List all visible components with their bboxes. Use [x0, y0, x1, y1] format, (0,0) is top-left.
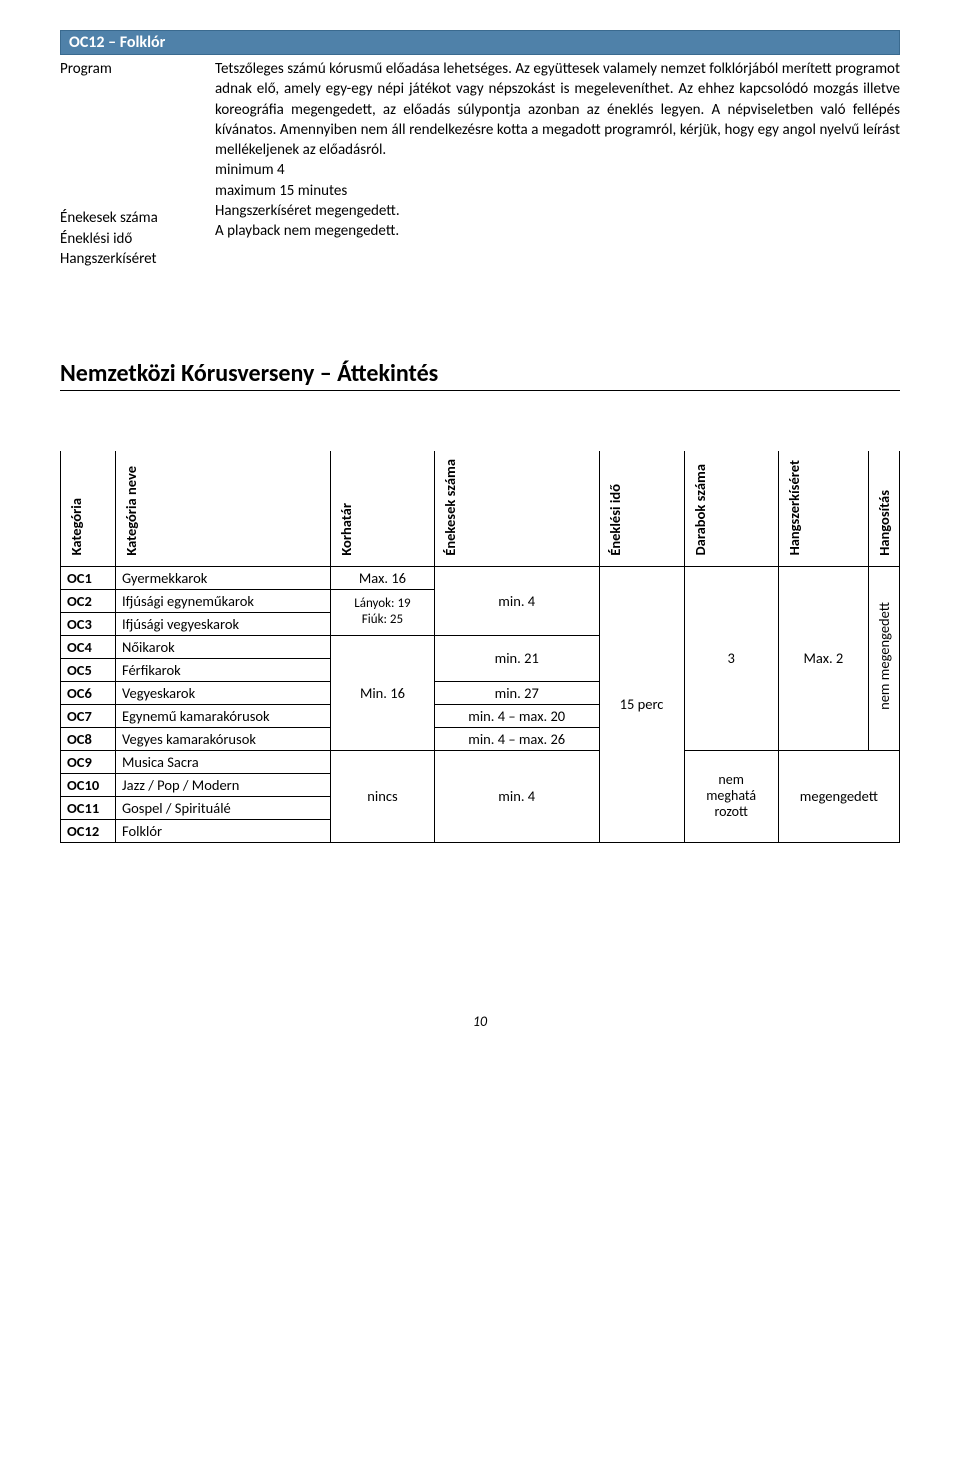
cell-name: Nőikarok: [116, 635, 331, 658]
cell-name: Gyermekkarok: [116, 566, 331, 589]
cell-name: Ifjúsági vegyeskarok: [116, 612, 331, 635]
cell-amp-not: nem megengedett: [869, 566, 900, 750]
cell-name: Jazz / Pop / Modern: [116, 773, 331, 796]
col-eneklesi: Éneklési idő: [599, 451, 684, 566]
cell-name: Musica Sacra: [116, 750, 331, 773]
page-number: 10: [60, 1013, 900, 1030]
cell-pieces-undef: nemmeghatározott: [684, 750, 778, 842]
cell-age: Lányok: 19Fiúk: 25: [331, 589, 435, 635]
col-hangositas: Hangosítás: [869, 451, 900, 566]
cell-code: OC7: [61, 704, 116, 727]
cell-singers: min. 4: [434, 750, 599, 842]
cell-code: OC10: [61, 773, 116, 796]
label-accomp: Hangszerkíséret: [60, 249, 215, 269]
cell-name: Vegyes kamarakórusok: [116, 727, 331, 750]
cell-code: OC5: [61, 658, 116, 681]
cell-code: OC4: [61, 635, 116, 658]
cell-code: OC8: [61, 727, 116, 750]
cell-name: Vegyeskarok: [116, 681, 331, 704]
definition-block: Program Énekesek száma Éneklési idő Hang…: [60, 59, 900, 269]
cell-singers: min. 4 – max. 26: [434, 727, 599, 750]
cell-accomp: Max. 2: [778, 566, 868, 750]
col-darabok: Darabok száma: [684, 451, 778, 566]
cell-code: OC12: [61, 819, 116, 842]
table-row: OC1 Gyermekkarok Max. 16 min. 4 15 perc …: [61, 566, 900, 589]
table-header-row: Kategória Kategória neve Korhatár Énekes…: [61, 451, 900, 566]
overview-title: Nemzetközi Kórusverseny – Áttekintés: [60, 359, 900, 388]
label-program: Program: [60, 59, 215, 79]
col-hangszer: Hangszerkíséret: [778, 451, 868, 566]
overview-rule: [60, 390, 900, 391]
definition-labels: Program Énekesek száma Éneklési idő Hang…: [60, 59, 215, 269]
cell-time: 15 perc: [599, 566, 684, 842]
cell-singers: min. 4: [434, 566, 599, 635]
cell-code: OC9: [61, 750, 116, 773]
cell-singers: min. 27: [434, 681, 599, 704]
cell-name: Egynemű kamarakórusok: [116, 704, 331, 727]
cell-code: OC6: [61, 681, 116, 704]
cell-age: nincs: [331, 750, 435, 842]
overview-table: Kategória Kategória neve Korhatár Énekes…: [60, 451, 900, 843]
cell-code: OC2: [61, 589, 116, 612]
accomp-line1: Hangszerkíséret megengedett.: [215, 201, 900, 221]
col-kategoria: Kategória: [61, 451, 116, 566]
section-header: OC12 – Folklór: [60, 30, 900, 55]
cell-pieces: 3: [684, 566, 778, 750]
cell-code: OC11: [61, 796, 116, 819]
cell-age: Max. 16: [331, 566, 435, 589]
definition-values: Tetszőleges számú kórusmű előadása lehet…: [215, 59, 900, 269]
accomp-line2: A playback nem megengedett.: [215, 221, 900, 241]
cell-name: Folklór: [116, 819, 331, 842]
singers-value: minimum 4: [215, 160, 900, 180]
cell-amp-yes: megengedett: [778, 750, 899, 842]
col-korhatar: Korhatár: [331, 451, 435, 566]
cell-singers: min. 21: [434, 635, 599, 681]
time-value: maximum 15 minutes: [215, 181, 900, 201]
label-time: Éneklési idő: [60, 229, 215, 249]
cell-age: Min. 16: [331, 635, 435, 750]
table-row: OC9 Musica Sacra nincs min. 4 nemmeghatá…: [61, 750, 900, 773]
cell-name: Ifjúsági egyneműkarok: [116, 589, 331, 612]
cell-singers: min. 4 – max. 20: [434, 704, 599, 727]
cell-code: OC3: [61, 612, 116, 635]
col-kategoria-neve: Kategória neve: [116, 451, 331, 566]
label-singers: Énekesek száma: [60, 208, 215, 228]
col-enekesek: Énekesek száma: [434, 451, 599, 566]
cell-name: Férfikarok: [116, 658, 331, 681]
cell-name: Gospel / Spirituálé: [116, 796, 331, 819]
program-text: Tetszőleges számú kórusmű előadása lehet…: [215, 59, 900, 160]
cell-code: OC1: [61, 566, 116, 589]
